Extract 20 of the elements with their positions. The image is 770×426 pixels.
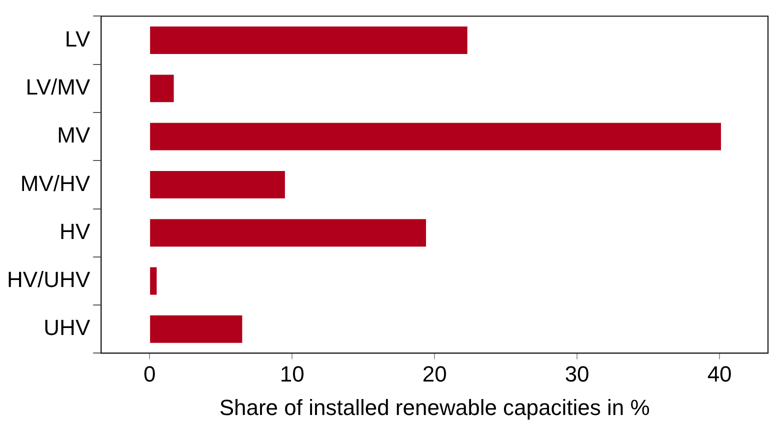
y-tick-label: LV (64, 26, 90, 52)
y-tick-label: HV/UHV (7, 267, 90, 292)
bar (150, 219, 426, 247)
x-tick-label: 0 (143, 361, 156, 386)
bar (150, 170, 285, 198)
x-tick-label: 40 (707, 361, 732, 386)
y-tick-label: UHV (44, 315, 90, 340)
bar (150, 122, 721, 150)
y-tick-label: MV/HV (20, 170, 90, 196)
x-tick-label: 10 (280, 361, 304, 386)
bar (150, 26, 468, 54)
x-tick-label: 20 (422, 361, 447, 386)
y-tick-label: MV (57, 122, 90, 148)
y-tick-label: HV (60, 218, 90, 244)
bar (150, 74, 174, 102)
y-tick-label: LV/MV (26, 74, 90, 100)
bar (150, 315, 242, 343)
x-axis-title: Share of installed renewable capacities in % (219, 394, 650, 420)
bar (150, 267, 157, 295)
x-tick-label: 30 (564, 361, 590, 386)
